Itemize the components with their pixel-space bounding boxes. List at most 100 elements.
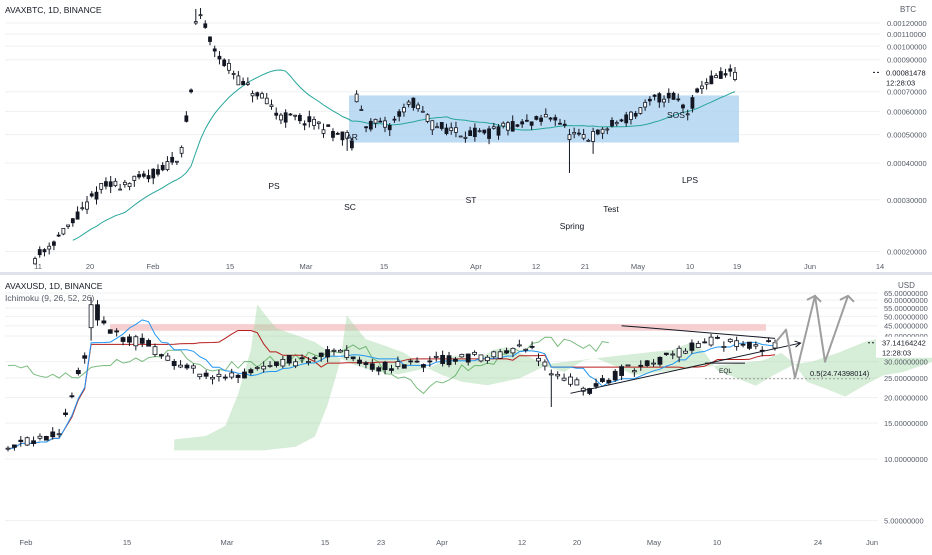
candle[interactable]	[647, 98, 652, 102]
candle[interactable]	[633, 112, 638, 117]
candle[interactable]	[217, 55, 222, 60]
candle[interactable]	[449, 127, 454, 132]
candle[interactable]	[120, 337, 126, 342]
candle[interactable]	[261, 365, 267, 370]
candle[interactable]	[104, 181, 108, 187]
candle[interactable]	[376, 367, 382, 372]
candle[interactable]	[662, 98, 666, 103]
candle[interactable]	[321, 129, 326, 134]
candle[interactable]	[236, 75, 241, 86]
candle[interactable]	[190, 365, 196, 369]
candle[interactable]	[250, 93, 255, 97]
candle[interactable]	[643, 101, 648, 108]
top-chart-title[interactable]: AVAXBTC, 1D, BINANCE	[5, 5, 102, 15]
candle[interactable]	[114, 330, 120, 333]
candle[interactable]	[235, 374, 241, 378]
candle[interactable]	[18, 439, 24, 442]
candle[interactable]	[316, 121, 321, 125]
candle[interactable]	[644, 360, 650, 366]
candle[interactable]	[274, 361, 279, 366]
candle[interactable]	[411, 97, 416, 108]
candle[interactable]	[562, 123, 567, 126]
candle[interactable]	[681, 104, 685, 109]
candle[interactable]	[610, 119, 614, 127]
candle[interactable]	[638, 364, 644, 367]
candle[interactable]	[378, 120, 383, 123]
candle[interactable]	[42, 249, 47, 253]
candle[interactable]	[122, 181, 127, 186]
candle[interactable]	[536, 357, 541, 362]
candle[interactable]	[740, 343, 746, 346]
annotation-test[interactable]: Test	[603, 204, 619, 214]
candle[interactable]	[184, 115, 189, 122]
candle[interactable]	[395, 361, 401, 367]
candle[interactable]	[723, 73, 728, 76]
candle[interactable]	[605, 128, 610, 131]
candle[interactable]	[208, 36, 212, 42]
candle[interactable]	[600, 378, 605, 382]
candle[interactable]	[676, 98, 681, 101]
candle[interactable]	[491, 126, 496, 129]
candle[interactable]	[210, 376, 215, 380]
candle[interactable]	[108, 181, 113, 187]
candle[interactable]	[383, 120, 387, 128]
candle[interactable]	[349, 140, 354, 149]
annotation-sos[interactable]: SOS	[667, 110, 685, 120]
candle[interactable]	[753, 344, 759, 347]
candle[interactable]	[326, 124, 331, 127]
candle[interactable]	[368, 120, 373, 130]
candle[interactable]	[260, 93, 264, 99]
candle[interactable]	[534, 116, 539, 120]
candle[interactable]	[293, 114, 298, 117]
candle[interactable]	[624, 114, 629, 124]
candle[interactable]	[392, 118, 397, 121]
candle[interactable]	[561, 377, 567, 381]
candle[interactable]	[80, 207, 85, 210]
candle[interactable]	[5, 447, 11, 450]
candle[interactable]	[651, 362, 656, 365]
candle[interactable]	[171, 360, 177, 367]
candle[interactable]	[178, 364, 183, 368]
candle[interactable]	[577, 132, 581, 135]
candle[interactable]	[222, 59, 227, 66]
candle[interactable]	[425, 114, 430, 122]
candle[interactable]	[529, 121, 534, 126]
candle[interactable]	[37, 435, 43, 439]
candle[interactable]	[299, 357, 305, 360]
candle[interactable]	[88, 304, 94, 329]
candle[interactable]	[288, 113, 293, 116]
candle[interactable]	[683, 350, 688, 354]
candle[interactable]	[302, 123, 307, 126]
candle[interactable]	[427, 360, 433, 363]
candle[interactable]	[600, 128, 605, 134]
candle[interactable]	[709, 75, 714, 85]
candle[interactable]	[568, 376, 573, 385]
candle[interactable]	[203, 372, 209, 377]
candle[interactable]	[695, 88, 700, 93]
candle[interactable]	[184, 364, 190, 369]
candle[interactable]	[516, 344, 522, 347]
candle[interactable]	[118, 188, 123, 191]
candle[interactable]	[24, 437, 30, 446]
candle[interactable]	[269, 104, 274, 107]
candle[interactable]	[242, 371, 247, 379]
candle[interactable]	[715, 336, 720, 339]
candle[interactable]	[158, 354, 164, 357]
candle[interactable]	[506, 122, 510, 131]
candle[interactable]	[364, 126, 368, 129]
candle[interactable]	[245, 82, 250, 85]
candle[interactable]	[401, 364, 407, 369]
candle[interactable]	[227, 62, 231, 71]
candle[interactable]	[663, 352, 669, 355]
candle[interactable]	[555, 373, 561, 377]
candle[interactable]	[477, 130, 482, 133]
candle[interactable]	[699, 85, 704, 90]
candle[interactable]	[61, 228, 66, 235]
candle[interactable]	[421, 364, 426, 368]
candle[interactable]	[198, 14, 203, 17]
candle[interactable]	[416, 104, 421, 110]
annotation-spring[interactable]: Spring	[560, 221, 585, 231]
candle[interactable]	[515, 124, 520, 127]
annotation-fib[interactable]: 0.5(24.74398014)	[810, 369, 870, 378]
candle[interactable]	[146, 340, 152, 347]
